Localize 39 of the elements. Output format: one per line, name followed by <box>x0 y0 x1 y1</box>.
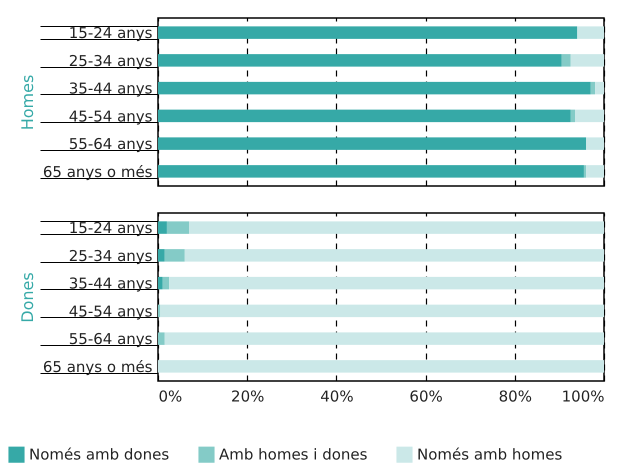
bar <box>586 137 604 150</box>
y-tick-label: 35-44 anys <box>68 80 153 98</box>
y-tick-label: 25-34 anys <box>68 52 153 70</box>
y-tick-label: 55-64 anys <box>68 330 153 348</box>
y-axis-title: Homes <box>18 74 37 130</box>
x-tick-label: 0% <box>158 388 182 406</box>
y-tick-label: 45-54 anys <box>68 302 153 320</box>
bar <box>562 54 571 67</box>
x-tick-label: 20% <box>231 388 264 406</box>
y-tick-label: 65 anys o més <box>42 358 153 376</box>
bar <box>570 110 576 122</box>
x-tick-label: 40% <box>320 388 354 406</box>
legend-label: Amb homes i dones <box>219 446 368 464</box>
y-tick-label: 15-24 anys <box>68 219 153 238</box>
bar <box>570 54 604 67</box>
bar <box>575 110 604 122</box>
y-tick-label: 45-54 anys <box>68 107 153 126</box>
legend-label: Només amb dones <box>29 446 170 464</box>
bar <box>158 26 578 39</box>
bar <box>158 82 591 94</box>
y-axis-title: Dones <box>18 272 37 323</box>
y-tick-label: 35-44 anys <box>68 274 153 293</box>
y-tick-label: 65 anys o més <box>42 162 153 181</box>
bar <box>158 54 562 67</box>
bar <box>595 82 604 94</box>
bar <box>577 26 604 39</box>
bar <box>158 165 584 178</box>
x-tick-label: 80% <box>498 388 532 406</box>
x-tick-label: 100% <box>562 388 604 406</box>
bar <box>158 110 571 122</box>
y-tick-label: 15-24 anys <box>68 24 153 42</box>
bar <box>586 165 604 178</box>
legend-label: Només amb homes <box>417 446 562 464</box>
bar <box>590 82 596 94</box>
bar <box>158 137 586 150</box>
x-tick-label: 60% <box>409 388 443 406</box>
bar <box>584 165 586 178</box>
y-tick-label: 55-64 anys <box>68 135 153 154</box>
y-tick-label: 25-34 anys <box>68 246 153 265</box>
